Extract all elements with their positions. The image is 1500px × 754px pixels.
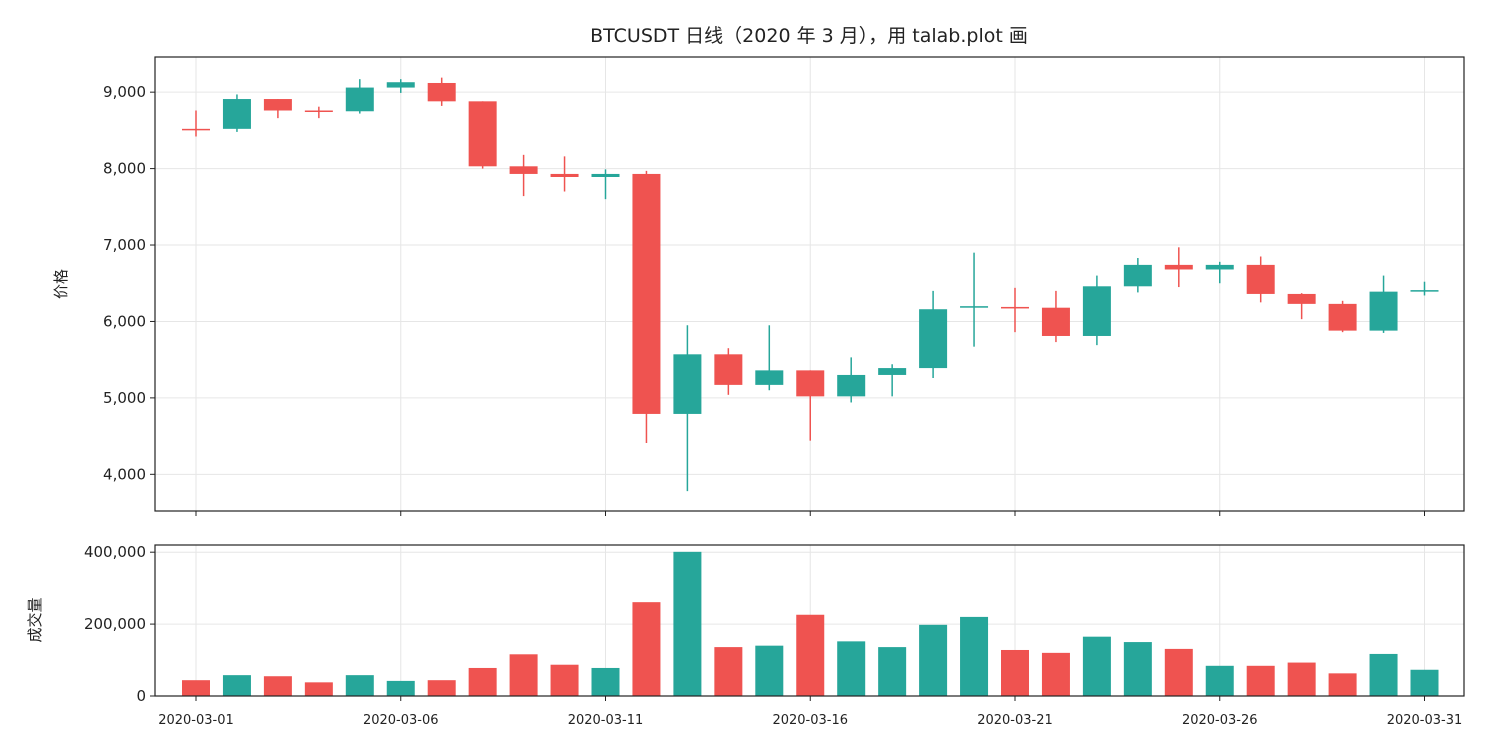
price-axes-frame bbox=[154, 56, 1465, 512]
candle-body bbox=[386, 82, 415, 88]
candle-body bbox=[182, 128, 210, 131]
volume-ytick-label: 200,000 bbox=[84, 615, 146, 633]
volume-bar bbox=[1410, 669, 1439, 696]
volume-bar bbox=[1328, 673, 1357, 696]
volume-panel: 0 200,000 400,000 2020-03-01 2020-03-06 2020-… bbox=[84, 543, 1465, 728]
candle-body bbox=[468, 101, 497, 167]
date-tick-label: 2020-03-21 bbox=[977, 713, 1053, 728]
candle-body bbox=[1164, 264, 1193, 270]
volume-ytick-label: 400,000 bbox=[84, 543, 146, 561]
candle-body bbox=[1001, 306, 1029, 309]
candle-body bbox=[1082, 286, 1111, 336]
candle-body bbox=[960, 306, 989, 308]
candle-body bbox=[1369, 291, 1398, 331]
volume-axis-label: 成交量 bbox=[26, 597, 44, 642]
price-ytick-label: 9,000 bbox=[103, 83, 146, 101]
date-tick-label: 2020-03-16 bbox=[772, 713, 848, 728]
candle-body bbox=[796, 370, 825, 397]
candle-body bbox=[755, 370, 784, 385]
volume-bar bbox=[1164, 648, 1193, 696]
volume-ytick-label: 0 bbox=[136, 687, 146, 705]
candle-body bbox=[263, 99, 292, 111]
date-tick-label: 2020-03-11 bbox=[568, 713, 644, 728]
candle-body bbox=[1287, 293, 1316, 304]
candle-body bbox=[1410, 290, 1439, 292]
volume-bar bbox=[1001, 649, 1029, 696]
volume-bar bbox=[345, 675, 374, 696]
volume-bar bbox=[878, 647, 907, 696]
volume-bar bbox=[427, 680, 456, 696]
volume-bar bbox=[755, 645, 784, 696]
volume-bar bbox=[550, 664, 579, 696]
date-tick-label: 2020-03-26 bbox=[1182, 713, 1258, 728]
date-tick-label: 2020-03-06 bbox=[363, 713, 439, 728]
price-ytick-label: 5,000 bbox=[103, 389, 146, 407]
volume-bar bbox=[1246, 665, 1275, 696]
candle-body bbox=[304, 110, 333, 113]
candle-body bbox=[878, 368, 907, 375]
volume-bar bbox=[1082, 636, 1111, 696]
volume-bar bbox=[919, 624, 948, 696]
candle-body bbox=[1328, 303, 1357, 331]
price-ytick-label: 4,000 bbox=[103, 465, 146, 483]
candle-body bbox=[550, 173, 579, 177]
volume-bar bbox=[222, 675, 251, 696]
candle-body bbox=[632, 173, 661, 414]
candle-body bbox=[427, 82, 456, 102]
volume-bar bbox=[468, 667, 497, 696]
candle-body bbox=[919, 309, 948, 369]
date-tick-label: 2020-03-01 bbox=[158, 713, 234, 728]
candle-body bbox=[1123, 264, 1152, 287]
volume-bar bbox=[960, 616, 989, 696]
candle-body bbox=[837, 374, 866, 397]
candle-body bbox=[345, 87, 374, 112]
price-panel: 4,000 5,000 6,000 7,000 8,000 9,000 bbox=[103, 56, 1465, 516]
price-ytick-label: 6,000 bbox=[103, 312, 146, 330]
candle-body bbox=[673, 354, 702, 414]
volume-bar bbox=[1041, 652, 1070, 696]
candle-body bbox=[509, 166, 538, 174]
volume-axes-frame bbox=[154, 544, 1465, 697]
volume-bar bbox=[837, 641, 866, 696]
candle-body bbox=[1205, 264, 1234, 270]
volume-bar bbox=[509, 654, 538, 696]
volume-bar bbox=[386, 680, 415, 696]
volume-bar bbox=[304, 682, 333, 696]
candle-body bbox=[1041, 307, 1070, 336]
volume-bar bbox=[1123, 642, 1152, 696]
price-ytick-label: 8,000 bbox=[103, 160, 146, 178]
volume-bar bbox=[591, 667, 620, 696]
volume-bar bbox=[1369, 653, 1398, 696]
volume-bar bbox=[182, 680, 210, 696]
date-tick-label: 2020-03-31 bbox=[1387, 713, 1463, 728]
chart-title: BTCUSDT 日线（2020 年 3 月），用 talab.plot 画 bbox=[590, 25, 1028, 47]
candle-body bbox=[1246, 264, 1275, 294]
candle-body bbox=[591, 173, 620, 177]
price-ytick-label: 7,000 bbox=[103, 236, 146, 254]
volume-bar bbox=[632, 602, 661, 696]
volume-bar bbox=[714, 647, 743, 696]
price-axis-label: 价格 bbox=[52, 269, 70, 299]
volume-bar bbox=[1287, 662, 1316, 696]
candle-body bbox=[714, 354, 743, 385]
volume-bar bbox=[263, 676, 292, 696]
candle-body bbox=[222, 99, 251, 129]
volume-bar bbox=[673, 551, 702, 696]
volume-bar bbox=[1205, 665, 1234, 696]
volume-bar bbox=[796, 614, 825, 696]
